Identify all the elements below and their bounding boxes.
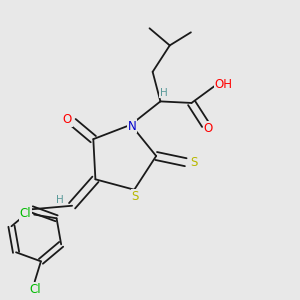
Text: O: O bbox=[203, 122, 213, 135]
Text: S: S bbox=[190, 156, 197, 169]
Text: N: N bbox=[128, 120, 137, 133]
Text: S: S bbox=[131, 190, 139, 203]
Text: Cl: Cl bbox=[29, 283, 41, 296]
Text: Cl: Cl bbox=[20, 207, 31, 220]
Text: O: O bbox=[63, 113, 72, 126]
Text: OH: OH bbox=[214, 78, 232, 91]
Text: H: H bbox=[160, 88, 167, 98]
Text: H: H bbox=[56, 194, 64, 205]
